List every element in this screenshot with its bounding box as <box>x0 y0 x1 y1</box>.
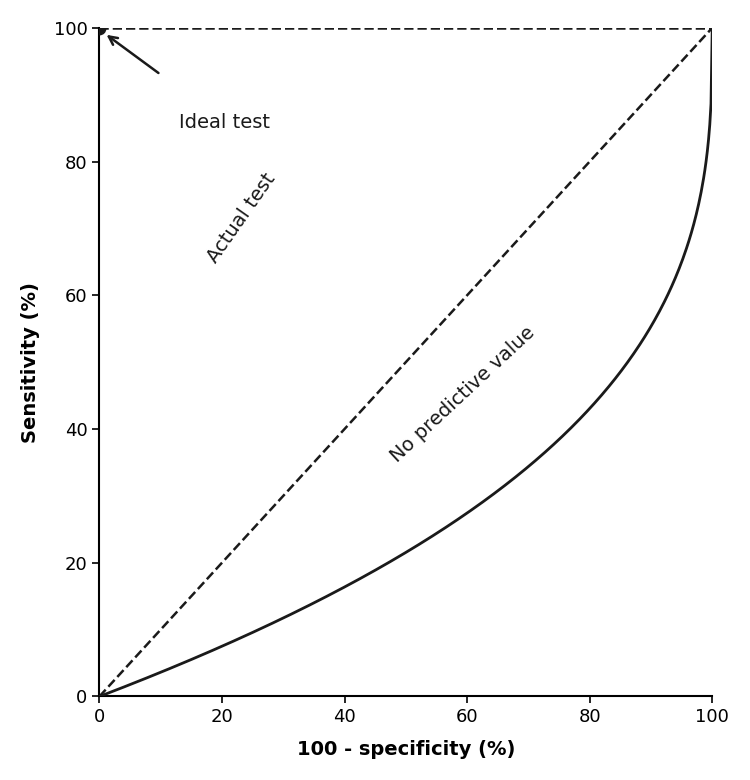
X-axis label: 100 - specificity (%): 100 - specificity (%) <box>297 740 515 759</box>
Text: No predictive value: No predictive value <box>388 324 539 466</box>
Text: Ideal test: Ideal test <box>179 113 270 132</box>
Y-axis label: Sensitivity (%): Sensitivity (%) <box>21 282 40 442</box>
Text: Actual test: Actual test <box>203 169 279 266</box>
